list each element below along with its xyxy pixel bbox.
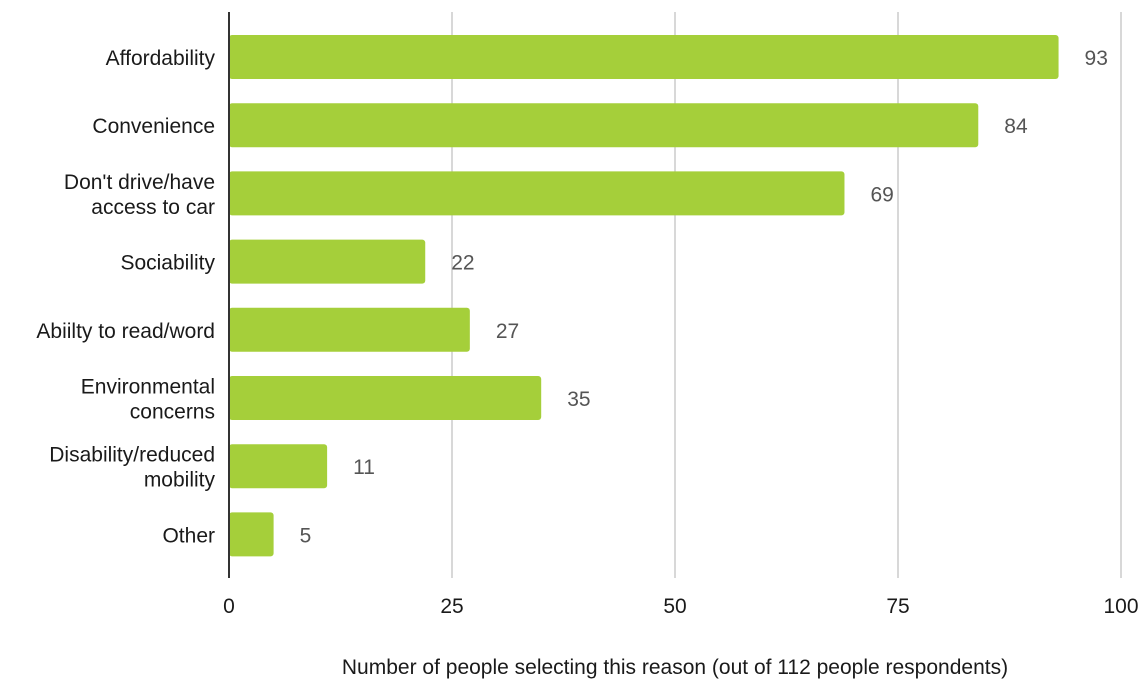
category-label: Sociability	[120, 252, 215, 275]
category-label-line: Don't drive/have	[64, 171, 215, 194]
category-label-line: Convenience	[92, 115, 215, 138]
bar	[229, 376, 542, 420]
category-label: Don't drive/have access to car	[64, 171, 215, 219]
category-label: Affordability	[106, 47, 216, 70]
bar	[229, 239, 426, 284]
bar	[229, 103, 979, 148]
category-label: Other	[162, 524, 215, 547]
x-tick-label: 75	[886, 595, 909, 618]
x-tick-labels: 0 25 50 75 100	[223, 595, 1138, 618]
category-labels: Affordability Convenience Don't drive/have…	[36, 47, 215, 547]
data-labels: 93 84 69 22 27 35 11 5	[300, 47, 1108, 547]
category-label-line: concerns	[130, 401, 215, 424]
bar	[229, 35, 1059, 79]
data-label: 11	[353, 456, 375, 479]
x-tick-label: 25	[440, 595, 463, 618]
data-label: 27	[496, 320, 519, 343]
category-label-line: access to car	[91, 196, 215, 219]
data-label: 35	[567, 388, 590, 411]
bars	[229, 35, 1059, 557]
grid-lines	[451, 12, 1122, 578]
category-label-line: Sociability	[120, 252, 215, 275]
data-label: 22	[451, 252, 474, 275]
category-label-line: Environmental	[81, 376, 215, 399]
category-label: Environmental concerns	[81, 376, 215, 424]
data-label: 93	[1085, 47, 1108, 70]
data-label: 69	[870, 183, 893, 206]
data-label: 84	[1004, 115, 1028, 138]
x-axis-title: Number of people selecting this reason (…	[342, 656, 1008, 679]
category-label-line: Other	[162, 524, 215, 547]
category-label-line: Disability/reduced	[49, 444, 215, 467]
category-label-line: Abiilty to read/word	[36, 320, 215, 343]
category-label: Convenience	[92, 115, 215, 138]
category-label-line: mobility	[144, 469, 216, 492]
bar	[229, 444, 328, 489]
category-label: Disability/reduced mobility	[49, 444, 215, 492]
x-tick-label: 100	[1103, 595, 1138, 618]
data-label: 5	[300, 524, 312, 547]
category-label: Abiilty to read/word	[36, 320, 215, 343]
x-tick-label: 50	[663, 595, 686, 618]
x-tick-label: 0	[223, 595, 235, 618]
bar	[229, 307, 470, 352]
bar	[229, 171, 845, 216]
bar	[229, 512, 274, 557]
category-label-line: Affordability	[106, 47, 216, 70]
